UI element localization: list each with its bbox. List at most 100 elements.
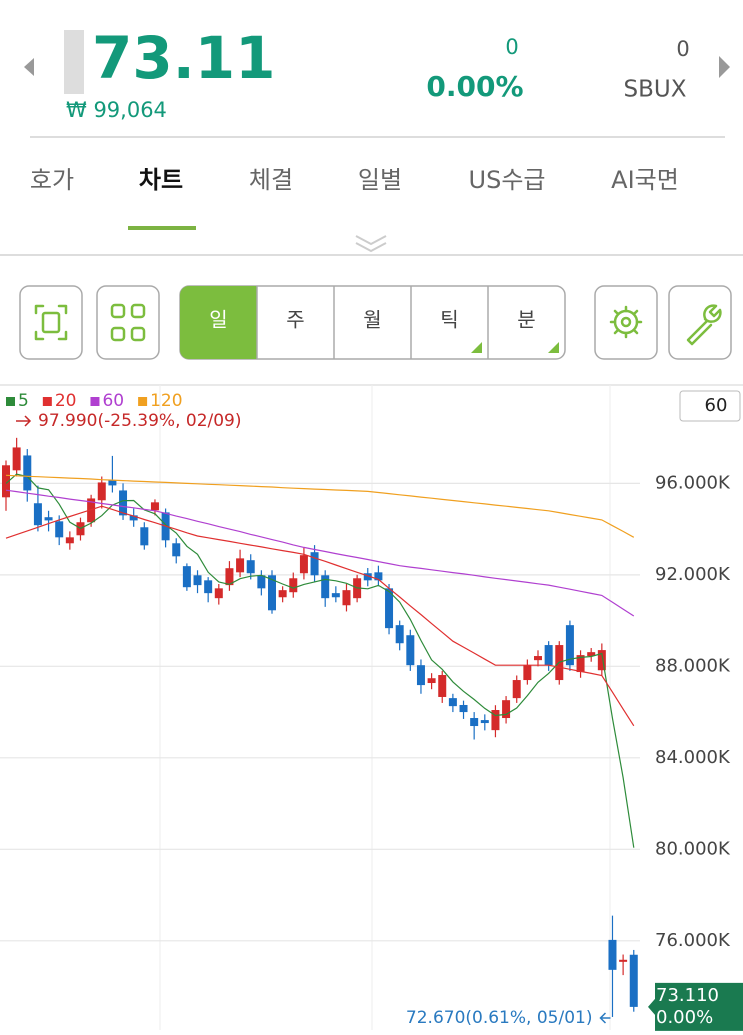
expand-chevron[interactable] [355, 235, 387, 253]
candle-body [427, 678, 436, 684]
moving-average-line [5, 489, 635, 617]
button-frame [668, 285, 732, 360]
active-segment [180, 286, 257, 359]
moving-average-line [5, 474, 635, 538]
fullscreen-icon [34, 304, 68, 341]
candle-body [214, 588, 223, 599]
layout-button[interactable] [96, 285, 160, 360]
candle-body [257, 575, 266, 589]
button-frame [96, 285, 160, 360]
symbol: SBUX [624, 77, 687, 103]
fullscreen-icon [41, 311, 61, 334]
gear-icon [620, 316, 632, 328]
candle-body [395, 625, 404, 644]
candle-body [268, 575, 276, 611]
candle-body [44, 517, 53, 521]
period-option[interactable]: 일 [209, 308, 227, 332]
wrench-icon [686, 304, 722, 346]
change: 0 [505, 35, 518, 59]
candle-body [33, 503, 42, 526]
candle-body [459, 704, 468, 713]
y-tick-label: 84.000K [655, 747, 731, 768]
candle-body [576, 655, 585, 673]
submenu-marker [548, 342, 559, 353]
candle-body [619, 959, 628, 962]
candle-body [597, 650, 606, 671]
legend-swatch [138, 397, 148, 406]
candle-body [65, 537, 74, 544]
tab[interactable]: US수급 [469, 166, 546, 194]
count-box[interactable] [679, 390, 741, 422]
candle-body [470, 718, 479, 727]
candle-body [182, 566, 191, 588]
period-option[interactable]: 틱 [440, 308, 458, 332]
tab[interactable]: 호가 [30, 166, 74, 194]
candle-body [534, 656, 542, 661]
candle-body [374, 572, 383, 581]
gear-icon [609, 305, 643, 339]
price-tag-value: 73.110 [656, 985, 719, 1006]
candle-body [140, 527, 149, 546]
candle-body [204, 580, 213, 594]
prev-arrow[interactable] [24, 58, 34, 76]
candle-body [587, 652, 596, 657]
low-arrow [599, 1012, 611, 1024]
tab[interactable]: AI국면 [611, 166, 679, 194]
high-arrow [16, 415, 32, 427]
candle-body [299, 555, 308, 574]
volume: 0 [676, 37, 689, 61]
y-tick-label: 92.000K [655, 564, 731, 585]
tab[interactable]: 체결 [249, 166, 293, 194]
candle-body [246, 560, 255, 574]
candle-body [23, 455, 32, 491]
y-tick-label: 96.000K [655, 472, 731, 493]
layout-icon [110, 303, 126, 319]
tools-button[interactable] [668, 285, 732, 360]
moving-average-line [5, 505, 635, 727]
period-option[interactable]: 분 [517, 308, 535, 332]
tab[interactable]: 일별 [358, 166, 402, 194]
candlestick-chart: 96.000K 92.000K 88.000K 84.000K 80.000K 76.00… [0, 385, 743, 1031]
candle-body [172, 543, 181, 557]
candle-body [55, 521, 64, 538]
legend-label: 120 [150, 391, 182, 411]
candle-body [278, 590, 287, 598]
candle-body [119, 490, 128, 516]
current-price: 73.11 [92, 24, 275, 92]
candle-body [448, 698, 457, 707]
price-tag [648, 982, 743, 1031]
y-tick-label: 80.000K [655, 838, 731, 859]
settings-button[interactable] [594, 285, 658, 360]
button-frame [19, 285, 83, 360]
krw-price: ₩ 99,064 [66, 98, 167, 122]
fullscreen-button[interactable] [19, 285, 83, 360]
candle-body [523, 665, 532, 681]
candle-body [406, 635, 415, 666]
legend-label: 20 [55, 391, 77, 411]
candle-body [331, 593, 340, 598]
layout-icon [130, 303, 146, 319]
period-option[interactable]: 월 [363, 308, 381, 332]
candle-body [12, 447, 21, 471]
high-annotation: 97.990(-25.39%, 02/09) [38, 411, 242, 431]
tab[interactable]: 차트 [139, 166, 183, 194]
price-bar [64, 30, 84, 94]
low-annotation: 72.670(0.61%, 05/01) [406, 1008, 593, 1028]
candle-body [150, 502, 159, 511]
candle-body [193, 575, 202, 586]
candle-body [491, 710, 500, 731]
next-arrow[interactable] [719, 56, 730, 78]
candle-body [480, 720, 489, 724]
period-option[interactable]: 주 [286, 308, 304, 332]
candle-body [342, 590, 351, 606]
y-tick-label: 76.000K [655, 930, 731, 951]
candle-body [608, 939, 617, 970]
candle-body [108, 480, 117, 486]
candle-body [502, 700, 511, 719]
count-label: 60 [705, 395, 728, 416]
candle-body [385, 588, 394, 629]
candle-body [2, 465, 10, 498]
candle-body [565, 625, 574, 666]
